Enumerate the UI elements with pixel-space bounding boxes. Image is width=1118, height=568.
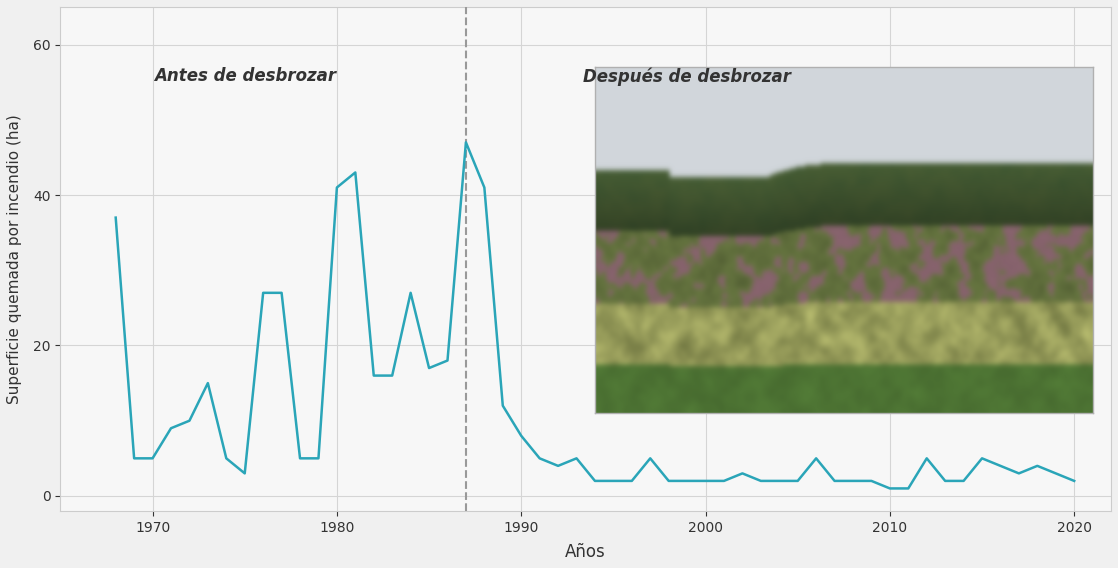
Text: Después de desbrozar: Después de desbrozar xyxy=(584,67,792,86)
X-axis label: Años: Años xyxy=(566,543,606,561)
Y-axis label: Superficie quemada por incendio (ha): Superficie quemada por incendio (ha) xyxy=(7,114,22,404)
Text: Antes de desbrozar: Antes de desbrozar xyxy=(153,67,335,85)
